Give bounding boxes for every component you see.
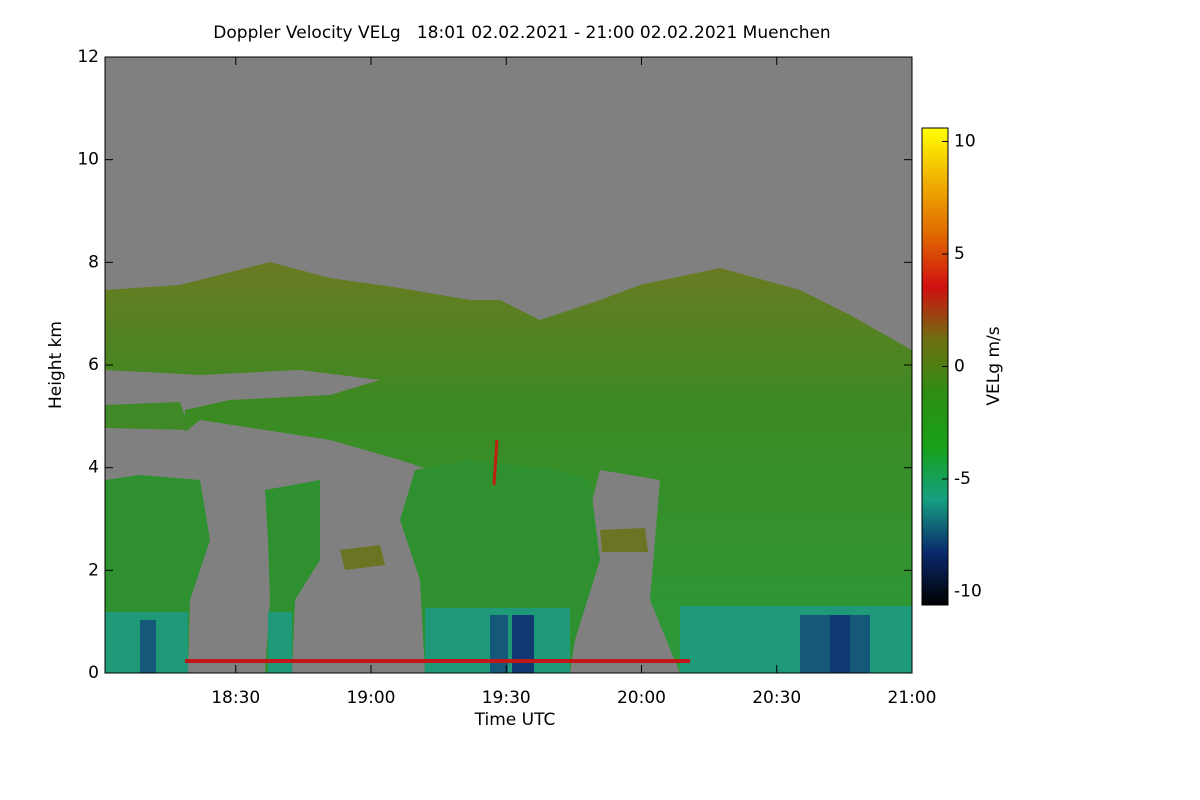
x-tick-label: 19:30 <box>482 688 531 708</box>
cloud-region <box>105 402 190 430</box>
colorbar-tick-label: -5 <box>954 469 971 489</box>
cloud-region <box>600 528 648 552</box>
cloud-region <box>340 545 385 570</box>
streak <box>830 615 850 673</box>
x-tick-label: 20:00 <box>617 688 666 708</box>
y-tick-label: 12 <box>77 47 99 67</box>
y-axis-label: Height km <box>46 321 66 409</box>
y-tick-label: 4 <box>88 458 99 478</box>
field <box>105 57 912 673</box>
streak <box>140 620 156 673</box>
y-tick-label: 10 <box>77 150 99 170</box>
x-axis-label: Time UTC <box>474 710 556 730</box>
colorbar-tick-label: 10 <box>954 132 976 152</box>
x-tick-label: 20:30 <box>752 688 801 708</box>
colorbar-tick-label: 0 <box>954 357 965 377</box>
y-tick-label: 8 <box>88 252 99 272</box>
chart-title: Doppler Velocity VELg 18:01 02.02.2021 -… <box>213 23 830 43</box>
y-tick-label: 2 <box>88 560 99 580</box>
y-tick-label: 0 <box>88 663 99 683</box>
y-tick-label: 6 <box>88 355 99 375</box>
colorbar-label: VELg m/s <box>984 326 1004 405</box>
x-tick-label: 18:30 <box>211 688 260 708</box>
colorbar-tick-label: -10 <box>954 582 982 602</box>
streak <box>490 615 508 673</box>
x-tick-label: 21:00 <box>888 688 937 708</box>
streak <box>512 615 534 673</box>
streak <box>492 439 499 486</box>
colorbar-tick-label: 5 <box>954 244 965 264</box>
x-tick-label: 19:00 <box>346 688 395 708</box>
ground-line <box>185 659 690 663</box>
low-layer <box>268 612 292 673</box>
low-layer <box>680 606 912 673</box>
